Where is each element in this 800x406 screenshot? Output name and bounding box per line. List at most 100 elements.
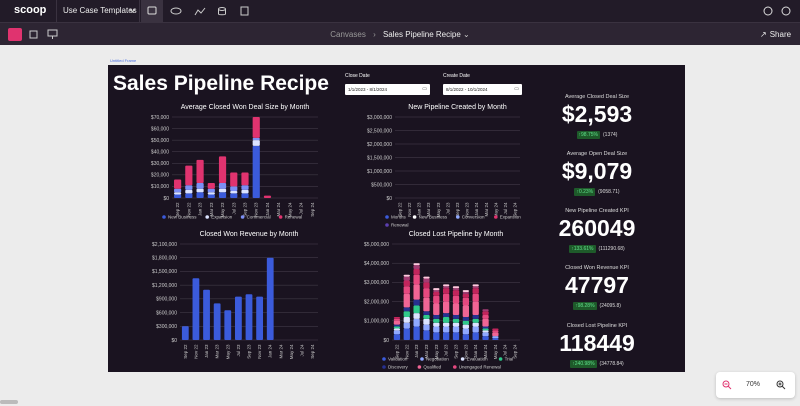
zoom-in[interactable]: [776, 380, 786, 390]
legend-label: Renewal: [391, 223, 409, 228]
bar: [433, 295, 440, 304]
bar: [443, 326, 450, 333]
logo[interactable]: scoop: [14, 4, 47, 16]
bar: [413, 305, 420, 314]
kpi-previous: (1374): [603, 132, 618, 138]
chart-title: Average Closed Won Deal Size by Month: [181, 104, 310, 111]
legend-swatch: [278, 215, 283, 219]
zoom-out[interactable]: [722, 380, 732, 390]
x-tick-label: Sep 24: [513, 202, 518, 217]
bar: [234, 296, 242, 340]
date-input[interactable]: 8/1/2022 - 10/1/2024 ▭: [443, 84, 522, 95]
filter-label: Close Date: [345, 73, 370, 79]
legend-swatch: [382, 365, 386, 369]
x-tick-label: Nov 22: [186, 202, 191, 217]
kpi-change: 98.75%: [576, 131, 600, 139]
top-bar: scoop Use Case Templates: [0, 0, 800, 22]
bar: [443, 288, 450, 294]
kpi-label: Average Open Deal Size: [566, 151, 628, 157]
breadcrumb-current[interactable]: Sales Pipeline Recipe: [382, 30, 461, 39]
bar: [403, 276, 410, 281]
bar: [482, 330, 489, 333]
bar: [185, 185, 193, 190]
legend-swatch: [494, 215, 498, 219]
select-tool[interactable]: [8, 28, 22, 41]
x-tick-label: Nov 22: [404, 344, 409, 359]
x-tick-label: Sep 22: [394, 344, 399, 359]
bar: [241, 193, 249, 198]
help-account-icons[interactable]: [762, 5, 794, 17]
date-input[interactable]: 1/1/2023 - 8/1/2024 ▭: [345, 84, 430, 95]
y-tick-label: $20,000: [151, 173, 169, 179]
chat-button[interactable]: [141, 0, 163, 22]
x-tick-label: Sep 22: [397, 202, 402, 217]
legend-label: Months: [391, 215, 407, 220]
bar: [413, 313, 420, 319]
bar: [482, 332, 489, 337]
y-tick-label: $10,000: [151, 184, 169, 190]
bar: [218, 182, 227, 189]
x-tick-label: Jan 23: [414, 344, 419, 358]
bar: [403, 280, 410, 287]
y-tick-label: $1,800,000: [152, 256, 177, 262]
frame-label[interactable]: Untitled Frame: [110, 58, 137, 63]
y-tick-label: $4,000,000: [364, 261, 389, 267]
bar: [207, 194, 215, 198]
bar: [203, 289, 210, 340]
scrollbar[interactable]: [0, 400, 18, 404]
bar: [403, 307, 410, 312]
y-tick-label: $2,100,000: [152, 242, 177, 248]
nav-icons[interactable]: [166, 0, 256, 22]
kpi-label: New Pipeline Created KPI: [565, 208, 629, 214]
bar: [462, 334, 469, 340]
bar: [185, 193, 193, 198]
bar: [403, 316, 410, 323]
bar: [252, 140, 260, 146]
share-label: Share: [769, 30, 792, 39]
x-tick-label: Jul 23: [236, 344, 241, 357]
bar: [403, 328, 410, 340]
legend-swatch: [460, 357, 465, 361]
x-tick-label: Jan 23: [417, 202, 422, 216]
x-tick-label: Nov 22: [193, 344, 198, 359]
bar: [443, 322, 450, 327]
bar: [482, 315, 489, 319]
kpi-change: 133.61%: [569, 245, 596, 253]
bar: [252, 145, 260, 198]
legend-swatch: [205, 215, 209, 219]
workspace-dropdown[interactable]: Use Case Templates: [56, 0, 140, 22]
breadcrumb-root[interactable]: Canvases: [330, 30, 366, 39]
legend-swatch: [456, 215, 460, 219]
breadcrumb: Canvases › Sales Pipeline Recipe ⌄: [330, 30, 470, 39]
x-tick-label: May 24: [287, 202, 292, 217]
bar: [423, 278, 430, 283]
bar: [196, 182, 204, 189]
bar: [393, 324, 401, 327]
kpi-previous: (111290.68): [598, 246, 625, 252]
share-button[interactable]: ↗ Share: [760, 30, 792, 39]
bar: [433, 288, 440, 291]
bar: [174, 192, 182, 195]
bar: [413, 268, 420, 275]
bar: [218, 156, 227, 183]
bar: [403, 286, 410, 294]
bar: [393, 328, 401, 331]
x-tick-label: Nov 22: [407, 202, 412, 217]
y-tick-label: $2,500,000: [367, 128, 392, 134]
separator: ›: [373, 30, 376, 39]
bar: [462, 328, 469, 335]
x-tick-label: Jul 24: [300, 344, 305, 357]
kpi-value: $9,079: [561, 158, 633, 184]
bar: [462, 316, 469, 321]
bar: [423, 330, 430, 340]
tool-icons[interactable]: [28, 28, 68, 41]
x-tick-label: Jan 24: [474, 202, 479, 216]
x-tick-label: Sep 22: [175, 202, 180, 217]
bar: [393, 318, 401, 321]
kpi-value: 47797: [565, 272, 629, 298]
bar: [492, 330, 499, 333]
legend-label: Conversion: [462, 215, 485, 220]
bar: [230, 186, 238, 192]
x-tick-label: Sep 23: [454, 344, 459, 359]
legend-swatch: [385, 223, 389, 227]
